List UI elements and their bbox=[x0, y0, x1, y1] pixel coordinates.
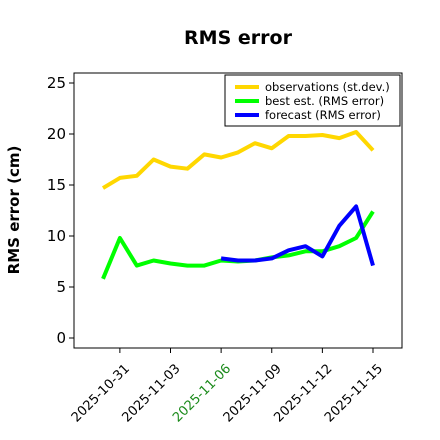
series-line-1 bbox=[101, 130, 375, 190]
y-axis-label: RMS error (cm) bbox=[5, 146, 23, 275]
plot-frame bbox=[73, 72, 403, 349]
legend-label-1: observations (st.dev.) bbox=[265, 80, 390, 94]
y-tick-label: 0 bbox=[56, 329, 66, 347]
y-tick-label: 20 bbox=[47, 125, 66, 143]
y-tick-label: 10 bbox=[47, 227, 66, 245]
y-tick-label: 5 bbox=[56, 278, 66, 296]
series-line-2 bbox=[101, 210, 375, 280]
legend-label-2: best est. (RMS error) bbox=[265, 94, 384, 108]
legend: observations (st.dev.)best est. (RMS err… bbox=[224, 74, 401, 127]
legend-label-3: forecast (RMS error) bbox=[265, 108, 381, 122]
y-tick-label: 25 bbox=[47, 74, 66, 92]
chart-title: RMS error bbox=[184, 27, 293, 49]
series-line-3 bbox=[220, 204, 375, 267]
y-tick-label: 15 bbox=[47, 176, 66, 194]
